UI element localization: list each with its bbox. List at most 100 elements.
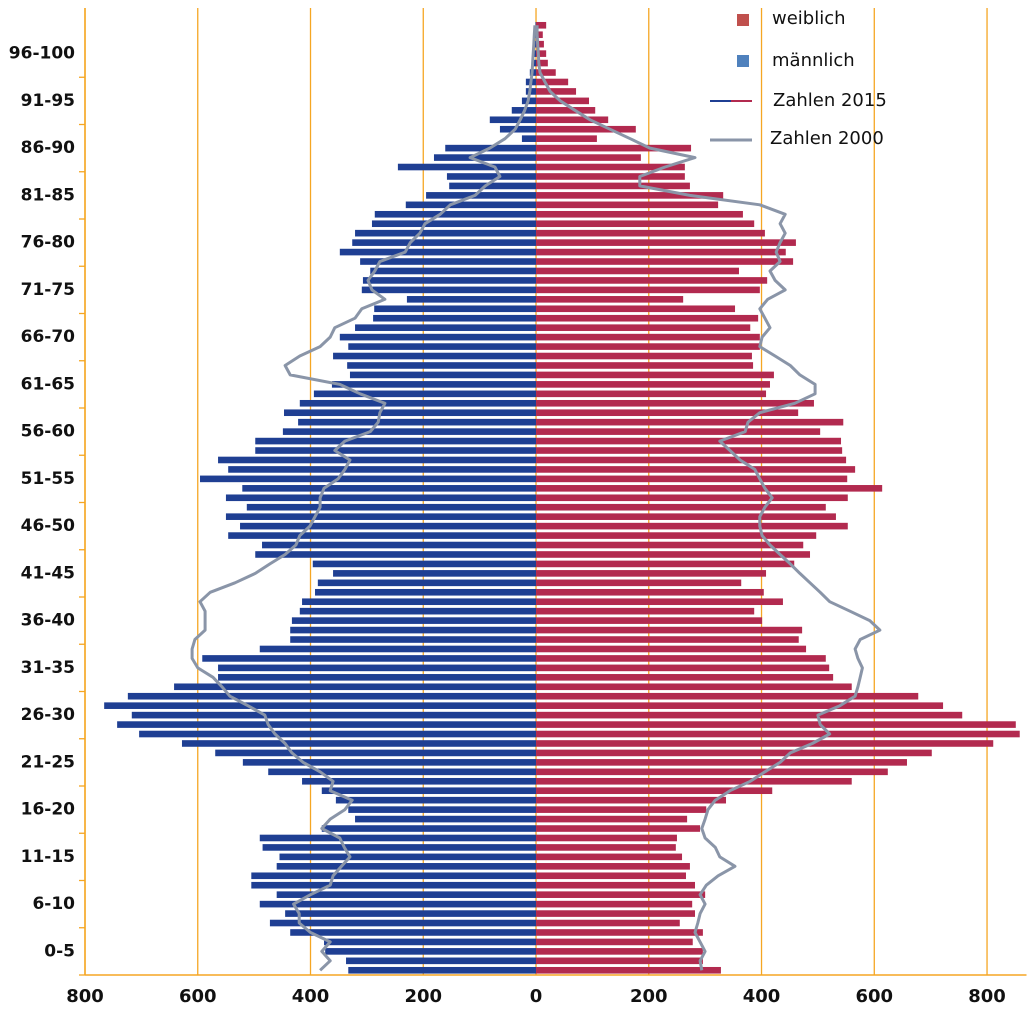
y-tick-label: 51-55 — [21, 469, 75, 489]
bar — [361, 286, 537, 294]
bar — [536, 220, 755, 228]
bar — [536, 201, 719, 209]
bar — [536, 730, 1020, 738]
bar — [276, 891, 537, 898]
y-tick-label: 16-20 — [21, 800, 76, 820]
bar — [536, 258, 794, 265]
bar — [536, 749, 932, 757]
bar — [536, 607, 755, 615]
x-tick-label: 800 — [66, 986, 104, 1007]
bar — [360, 258, 537, 265]
bar — [536, 267, 739, 275]
bar — [536, 863, 690, 870]
legend-label: Zahlen 2000 — [770, 128, 884, 149]
bar — [284, 409, 537, 417]
x-tick-label: 0 — [530, 986, 543, 1007]
bar — [536, 343, 760, 350]
y-tick-label: 86-90 — [21, 138, 76, 158]
bar — [536, 636, 799, 643]
bar — [255, 437, 537, 445]
bar — [536, 588, 764, 596]
bar — [139, 730, 537, 738]
bar — [446, 173, 537, 180]
bar — [536, 560, 795, 568]
bar — [536, 692, 919, 700]
y-tick-label: 96-100 — [9, 44, 75, 64]
bar — [536, 69, 556, 76]
bar — [262, 844, 537, 851]
y-tick-label: 0-5 — [44, 941, 75, 961]
bar — [536, 314, 759, 322]
bar — [536, 702, 944, 709]
bar — [333, 352, 537, 360]
bar — [536, 872, 686, 880]
bar — [536, 721, 1016, 728]
bar — [348, 806, 537, 813]
bar — [536, 617, 763, 624]
x-tick-label: 200 — [404, 986, 442, 1007]
bar — [536, 390, 767, 398]
bar — [200, 475, 537, 483]
y-tick-label: 31-35 — [21, 658, 75, 678]
bar — [299, 399, 537, 407]
bar — [536, 645, 807, 653]
bar — [370, 267, 537, 275]
bar — [536, 919, 680, 927]
bar — [279, 853, 537, 861]
bar — [355, 324, 537, 331]
bar — [536, 787, 773, 795]
bar — [321, 825, 537, 832]
y-tick-label: 71-75 — [21, 280, 75, 300]
bar — [312, 560, 537, 568]
bar — [536, 428, 821, 435]
bar — [536, 664, 830, 672]
x-tick-label: 400 — [743, 986, 781, 1007]
legend: weiblich männlich Zahlen 2015 Zahlen 2000 — [710, 8, 887, 149]
bar — [255, 551, 537, 558]
bar — [536, 503, 826, 511]
bar — [285, 910, 537, 917]
bar — [397, 163, 537, 171]
bar — [426, 192, 537, 199]
bar — [291, 617, 537, 624]
y-tick-label: 36-40 — [21, 611, 76, 631]
bar — [317, 579, 537, 587]
bar — [536, 362, 754, 369]
bar — [269, 919, 537, 927]
bar — [299, 607, 537, 615]
bar — [225, 513, 537, 520]
bar — [405, 201, 537, 209]
bar — [536, 494, 848, 502]
bar — [346, 957, 537, 965]
bar — [215, 749, 537, 757]
bar — [536, 277, 768, 284]
bar — [536, 163, 685, 171]
y-tick-label: 76-80 — [21, 233, 76, 253]
bar — [536, 485, 883, 492]
x-tick-label: 800 — [968, 986, 1006, 1007]
bar — [536, 570, 767, 577]
bar — [321, 787, 537, 795]
bar — [218, 674, 537, 681]
bar — [536, 286, 760, 294]
bar — [348, 966, 537, 974]
bar — [536, 674, 834, 681]
bar — [536, 683, 852, 691]
bar — [536, 144, 692, 152]
bar — [536, 229, 765, 237]
bar — [349, 371, 537, 379]
bar — [131, 711, 537, 719]
bar — [449, 182, 537, 190]
bar — [282, 428, 537, 435]
bar — [536, 409, 799, 417]
bar — [242, 759, 537, 766]
y-tick-label: 81-85 — [21, 185, 75, 205]
bar — [536, 31, 543, 39]
bar — [536, 305, 736, 313]
bar — [536, 777, 852, 785]
bar — [536, 239, 796, 246]
bar — [536, 173, 685, 180]
bar — [521, 135, 537, 142]
bar — [313, 390, 537, 398]
bar — [536, 21, 547, 29]
